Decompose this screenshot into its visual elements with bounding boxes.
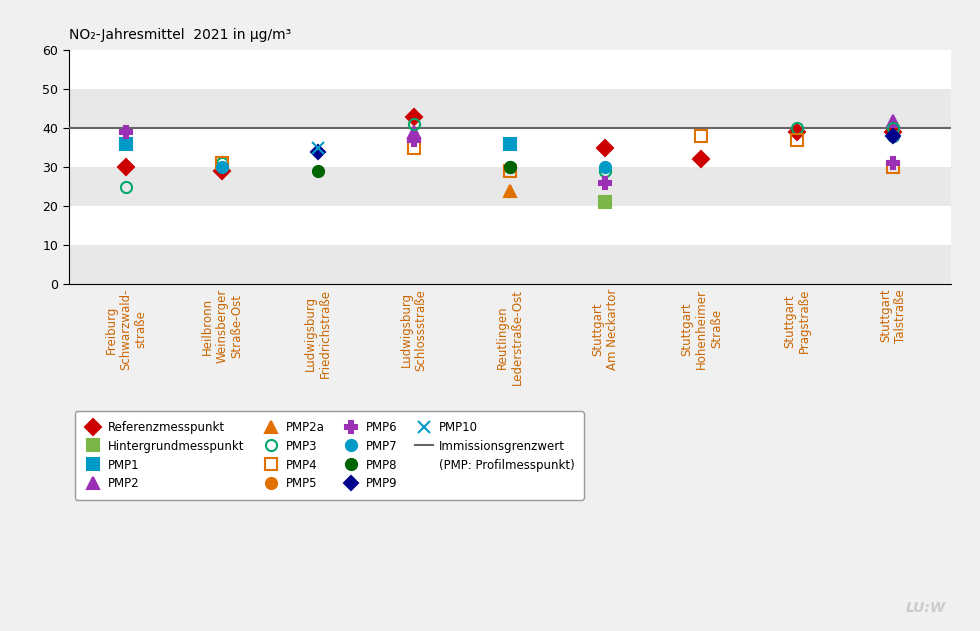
- Bar: [69, 90, 951, 128]
- Bar: [69, 245, 951, 284]
- Text: NO₂-Jahresmittel  2021 in μg/m³: NO₂-Jahresmittel 2021 in μg/m³: [69, 28, 291, 42]
- Bar: [69, 167, 951, 206]
- Bar: [69, 128, 951, 167]
- Text: LU:W: LU:W: [906, 601, 946, 615]
- Bar: [69, 206, 951, 245]
- Bar: [69, 50, 951, 90]
- Legend: Referenzmesspunkt, Hintergrundmesspunkt, PMP1, PMP2, PMP2a, PMP3, PMP4, PMP5, PM: Referenzmesspunkt, Hintergrundmesspunkt,…: [74, 411, 584, 500]
